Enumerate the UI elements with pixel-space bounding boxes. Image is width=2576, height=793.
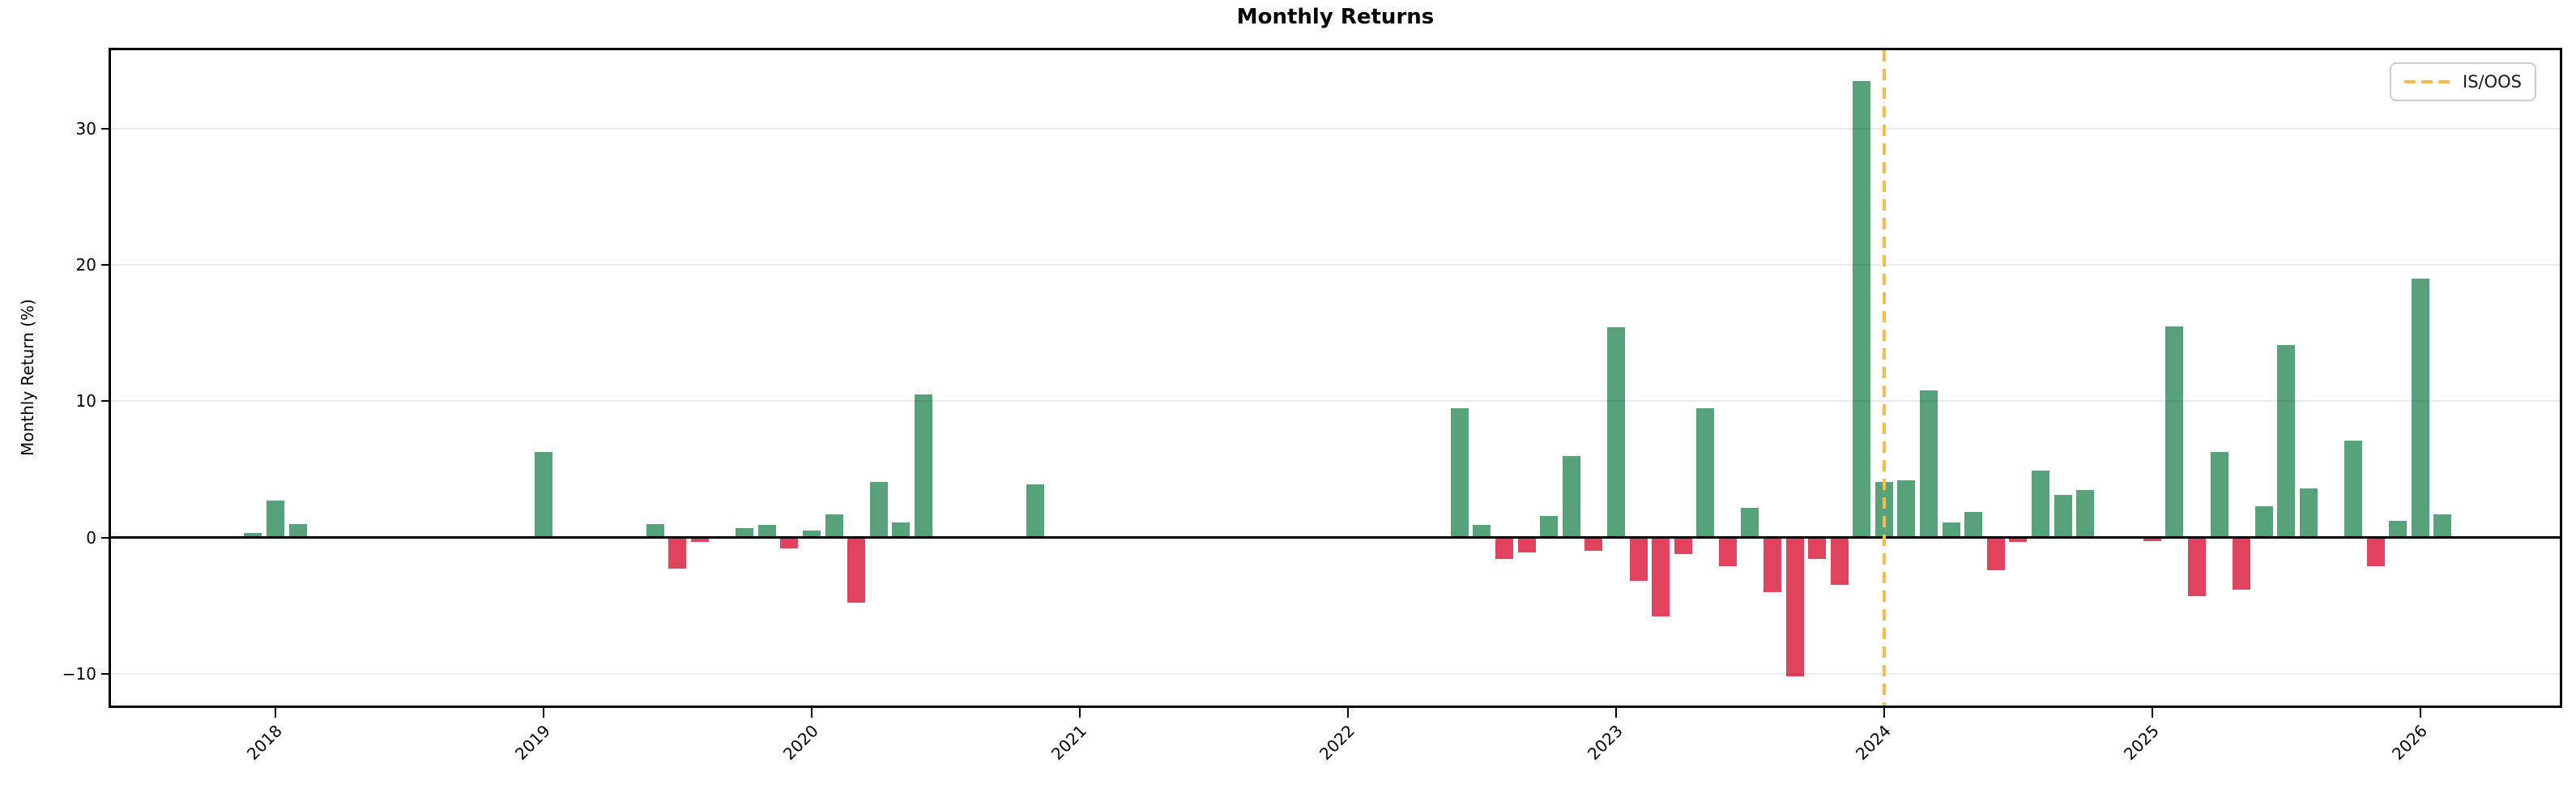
y-tick-label-0: 0 <box>86 527 96 548</box>
bar-2022-06 <box>1451 407 1469 538</box>
bar-2025-02 <box>2165 326 2183 538</box>
bar-2020-02 <box>825 514 843 538</box>
y-axis-label: Monthly Return (%) <box>18 299 37 456</box>
chart-title: Monthly Returns <box>1236 5 1435 29</box>
x-tick-label-2022: 2022 <box>1315 721 1358 764</box>
gridline-20 <box>111 263 2560 266</box>
x-tick-2024 <box>1883 708 1885 718</box>
y-tick-10 <box>101 400 111 403</box>
y-tick-0 <box>101 536 111 539</box>
zero-line <box>111 536 2560 539</box>
bar-2020-06 <box>915 394 932 538</box>
x-tick-label-2018: 2018 <box>243 721 286 764</box>
bar-2018-02 <box>289 523 307 538</box>
y-tick-20 <box>101 263 111 266</box>
bar-2022-09 <box>1518 537 1536 552</box>
bar-2019-11 <box>758 525 776 538</box>
x-tick-2021 <box>1079 708 1081 718</box>
bar-2024-04 <box>1943 522 1960 538</box>
y-tick-30 <box>101 127 111 130</box>
x-tick-2022 <box>1346 708 1349 718</box>
bar-2025-05 <box>2233 537 2250 590</box>
bar-2019-08 <box>691 537 709 542</box>
bar-2023-07 <box>1741 507 1759 538</box>
x-tick-2020 <box>811 708 812 718</box>
plot-area <box>109 48 2562 708</box>
x-tick-2019 <box>543 708 544 718</box>
bar-2024-05 <box>1964 511 1982 538</box>
x-tick-label-2020: 2020 <box>778 721 822 764</box>
y-tick--10 <box>101 672 111 675</box>
bar-2023-11 <box>1831 537 1849 586</box>
x-tick-2026 <box>2419 708 2421 718</box>
bar-2023-01 <box>1607 327 1625 538</box>
is-oos-split-line <box>1882 50 1886 706</box>
bar-2022-08 <box>1495 537 1513 560</box>
y-tick-label-10: 10 <box>75 391 96 411</box>
bar-2018-01 <box>267 501 284 538</box>
bar-2025-10 <box>2344 441 2362 538</box>
y-tick-label--10: −10 <box>62 663 96 684</box>
bar-2025-11 <box>2367 537 2385 566</box>
x-tick-label-2025: 2025 <box>2119 721 2163 764</box>
bar-2022-10 <box>1540 515 1558 538</box>
bar-2023-12 <box>1853 80 1870 538</box>
bar-2025-06 <box>2255 505 2273 538</box>
x-tick-2023 <box>1614 708 1617 718</box>
bar-2024-08 <box>2032 471 2049 538</box>
gridline-30 <box>111 127 2560 130</box>
bar-2024-10 <box>2076 489 2094 538</box>
bar-2019-01 <box>535 451 552 538</box>
bar-2023-09 <box>1786 537 1804 677</box>
bar-2024-03 <box>1920 390 1938 538</box>
bar-2024-06 <box>1987 537 2005 570</box>
x-tick-label-2023: 2023 <box>1583 721 1627 764</box>
bar-2023-04 <box>1674 537 1692 554</box>
bar-2024-09 <box>2054 495 2072 538</box>
bar-2017-12 <box>244 533 262 538</box>
bar-2023-06 <box>1719 537 1737 566</box>
gridline--10 <box>111 672 2560 675</box>
gridline-10 <box>111 400 2560 403</box>
bar-2020-11 <box>1026 484 1044 538</box>
bar-2023-03 <box>1652 537 1670 617</box>
bar-2023-10 <box>1808 537 1826 560</box>
y-tick-label-20: 20 <box>75 254 96 275</box>
bar-2023-05 <box>1696 407 1714 538</box>
bar-2023-02 <box>1630 537 1648 582</box>
bar-2025-04 <box>2211 451 2228 538</box>
bar-2019-10 <box>736 527 753 538</box>
bar-2026-01 <box>2412 278 2429 538</box>
bar-2025-03 <box>2188 537 2206 596</box>
bar-2025-07 <box>2277 345 2295 538</box>
bar-2022-11 <box>1563 455 1580 538</box>
bar-2025-08 <box>2300 488 2318 538</box>
bar-2022-07 <box>1473 525 1491 538</box>
legend-label: IS/OOS <box>2463 72 2522 92</box>
bar-2024-07 <box>2009 537 2027 542</box>
bar-2026-02 <box>2433 514 2451 538</box>
bar-2025-01 <box>2143 537 2161 541</box>
bar-2020-05 <box>892 522 910 538</box>
x-tick-label-2024: 2024 <box>1851 721 1895 764</box>
bar-2019-07 <box>668 537 686 569</box>
bar-2020-01 <box>803 531 821 538</box>
x-tick-label-2026: 2026 <box>2387 721 2431 764</box>
dashed-line-icon <box>2404 80 2450 83</box>
legend: IS/OOS <box>2390 62 2536 101</box>
x-tick-2025 <box>2151 708 2153 718</box>
bar-2025-12 <box>2389 520 2407 538</box>
x-tick-2018 <box>275 708 276 718</box>
x-tick-label-2019: 2019 <box>511 721 554 764</box>
bar-2024-02 <box>1897 480 1915 538</box>
bar-2022-12 <box>1584 537 1602 552</box>
x-tick-label-2021: 2021 <box>1047 721 1090 764</box>
bar-2020-03 <box>847 537 865 603</box>
bar-2019-06 <box>646 523 664 538</box>
bar-2023-08 <box>1764 537 1781 592</box>
bar-2019-12 <box>780 537 798 548</box>
y-tick-label-30: 30 <box>75 118 96 139</box>
bar-2020-04 <box>870 481 888 538</box>
